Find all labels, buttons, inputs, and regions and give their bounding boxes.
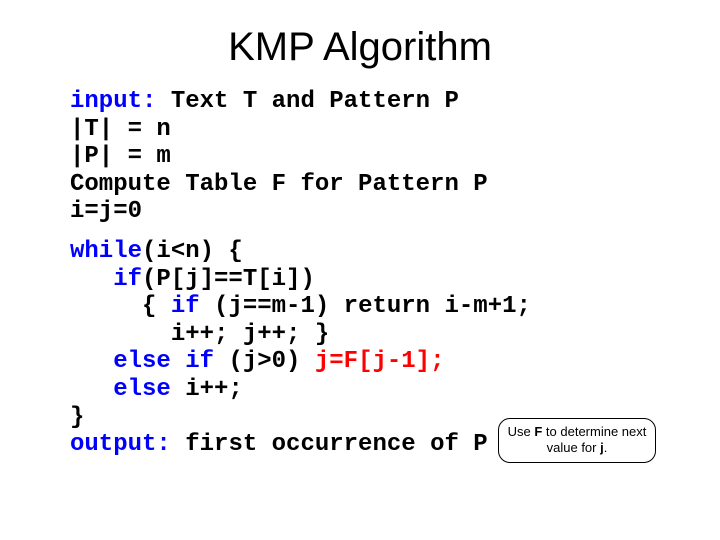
code-block: input: Text T and Pattern P |T| = n |P| … xyxy=(70,88,650,459)
code-l7b: (P[j]==T[i]) xyxy=(142,266,315,293)
code-l6b: (i<n) { xyxy=(142,238,243,265)
kw-if1: if xyxy=(70,266,142,293)
code-l11b: i++; xyxy=(185,376,243,403)
callout-pre: Use xyxy=(508,424,535,439)
code-l3: |P| = m xyxy=(70,143,171,170)
kw-if2: if xyxy=(171,293,214,320)
code-l5: i=j=0 xyxy=(70,198,142,225)
code-l4: Compute Table F for Pattern P xyxy=(70,171,488,198)
kw-output: output: xyxy=(70,431,171,458)
highlight-jf: j=F[j-1]; xyxy=(315,348,445,375)
code-l1b: Text T and Pattern P xyxy=(156,88,458,115)
callout-post: . xyxy=(604,440,608,455)
code-l12: } xyxy=(70,404,84,431)
code-l8c: (j==m-1) return i-m+1; xyxy=(214,293,531,320)
slide: KMP Algorithm input: Text T and Pattern … xyxy=(0,0,720,540)
code-l9: i++; j++; } xyxy=(70,321,329,348)
kw-while: while xyxy=(70,238,142,265)
code-l2: |T| = n xyxy=(70,116,171,143)
callout-mid: to determine next value for xyxy=(542,424,646,455)
code-l10b: (j>0) xyxy=(228,348,314,375)
code-l8a: { xyxy=(70,293,171,320)
kw-elseif: else if xyxy=(70,348,228,375)
kw-input: input: xyxy=(70,88,156,115)
kw-else: else xyxy=(70,376,185,403)
callout-bubble: Use F to determine next value for j. xyxy=(498,418,656,463)
slide-title: KMP Algorithm xyxy=(70,25,650,70)
code-gap xyxy=(70,226,650,238)
